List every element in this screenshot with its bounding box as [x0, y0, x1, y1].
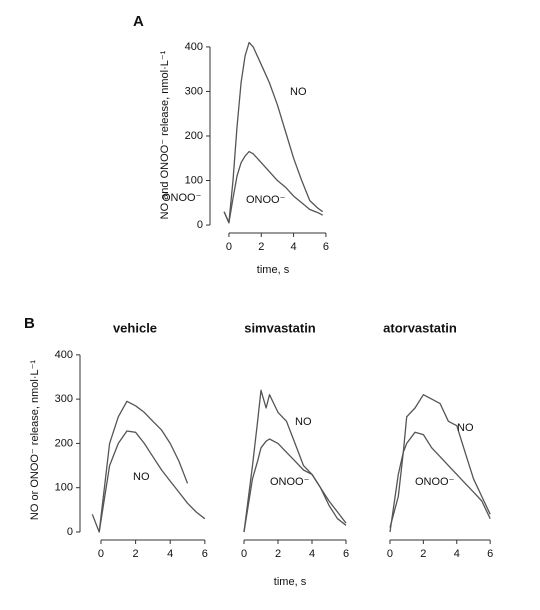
panel-letter: B	[24, 315, 35, 332]
y-tick-label: 0	[67, 526, 73, 538]
x-tick-label: 0	[226, 241, 232, 253]
y-axis-label: NO or ONOO⁻ release, nmol·L⁻¹	[29, 360, 41, 520]
x-tick-label: 0	[387, 548, 393, 560]
x-tick-label: 2	[258, 241, 264, 253]
y-tick-label: 300	[185, 85, 203, 97]
series-label: NO	[295, 416, 312, 428]
data-line	[98, 430, 206, 533]
y-axis-label: NO and ONOO⁻ release, nmol·L⁻¹	[159, 50, 171, 219]
x-tick-label: 6	[343, 548, 349, 560]
series-label: ONOO⁻	[415, 476, 455, 488]
x-tick-label: 6	[487, 548, 493, 560]
chart-title: atorvastatin	[383, 320, 457, 335]
data-line	[389, 431, 491, 533]
chart-title: simvastatin	[244, 320, 316, 335]
x-tick-label: 6	[202, 548, 208, 560]
series-label: ONOO⁻	[162, 192, 202, 204]
data-line	[223, 41, 324, 224]
x-tick-label: 2	[420, 548, 426, 560]
data-line	[389, 394, 491, 528]
series-label: ONOO⁻	[270, 476, 310, 488]
y-tick-label: 300	[55, 393, 73, 405]
data-line	[91, 400, 189, 533]
x-tick-label: 4	[309, 548, 315, 560]
y-tick-label: 0	[197, 219, 203, 231]
series-label: NO	[290, 86, 307, 98]
series-label: NO	[133, 471, 150, 483]
data-line	[223, 150, 324, 224]
y-tick-label: 200	[55, 437, 73, 449]
panel-letter: A	[133, 13, 144, 30]
x-tick-label: 0	[98, 548, 104, 560]
y-tick-label: 200	[185, 130, 203, 142]
y-tick-label: 400	[185, 41, 203, 53]
chart-title: vehicle	[113, 320, 157, 335]
y-tick-label: 100	[185, 174, 203, 186]
x-tick-label: 4	[454, 548, 460, 560]
x-tick-label: 4	[291, 241, 297, 253]
x-axis-label: time, s	[274, 576, 307, 588]
data-line	[243, 389, 347, 533]
x-tick-label: 6	[323, 241, 329, 253]
x-tick-label: 4	[167, 548, 173, 560]
x-tick-label: 2	[275, 548, 281, 560]
y-tick-label: 100	[55, 482, 73, 494]
x-tick-label: 2	[133, 548, 139, 560]
x-tick-label: 0	[241, 548, 247, 560]
y-tick-label: 400	[55, 349, 73, 361]
series-label: ONOO⁻	[246, 194, 286, 206]
data-line	[243, 438, 347, 533]
series-label: NO	[457, 422, 474, 434]
x-axis-label: time, s	[257, 264, 290, 276]
